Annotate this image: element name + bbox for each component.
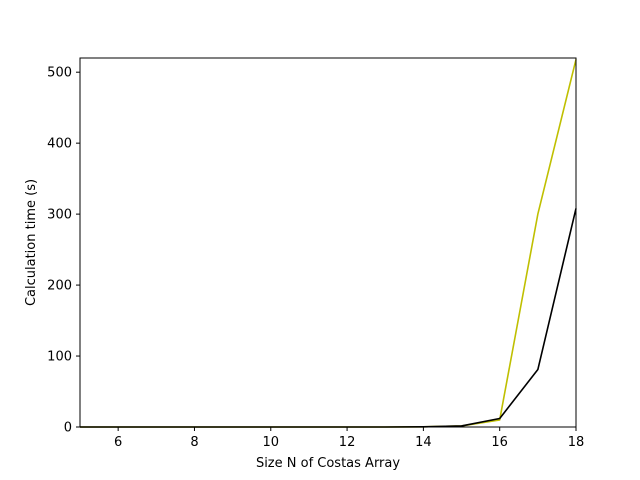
y-tick-label: 400	[47, 137, 72, 152]
x-tick-label: 6	[114, 435, 122, 450]
y-axis-ticks: 0 100 200 300 400 500	[47, 66, 80, 436]
x-tick-label: 18	[568, 435, 585, 450]
x-tick-label: 8	[190, 435, 198, 450]
y-tick-label: 200	[47, 279, 72, 294]
y-axis-label: Calculation time (s)	[24, 179, 39, 306]
y-tick-label: 500	[47, 66, 72, 81]
y-tick-label: 300	[47, 208, 72, 223]
y-tick-label: 100	[47, 350, 72, 365]
x-axis-label: Size N of Costas Array	[256, 456, 400, 471]
x-axis-ticks: 6 8 10 12 14 16 18	[114, 427, 584, 450]
x-tick-label: 12	[339, 435, 356, 450]
axes-frame	[79, 57, 577, 428]
x-tick-label: 14	[415, 435, 432, 450]
series-layer	[80, 59, 577, 428]
series-line-2	[80, 208, 577, 428]
x-tick-label: 10	[262, 435, 279, 450]
series-line-1	[80, 59, 577, 428]
x-tick-label: 16	[491, 435, 508, 450]
y-tick-label: 0	[64, 421, 72, 436]
